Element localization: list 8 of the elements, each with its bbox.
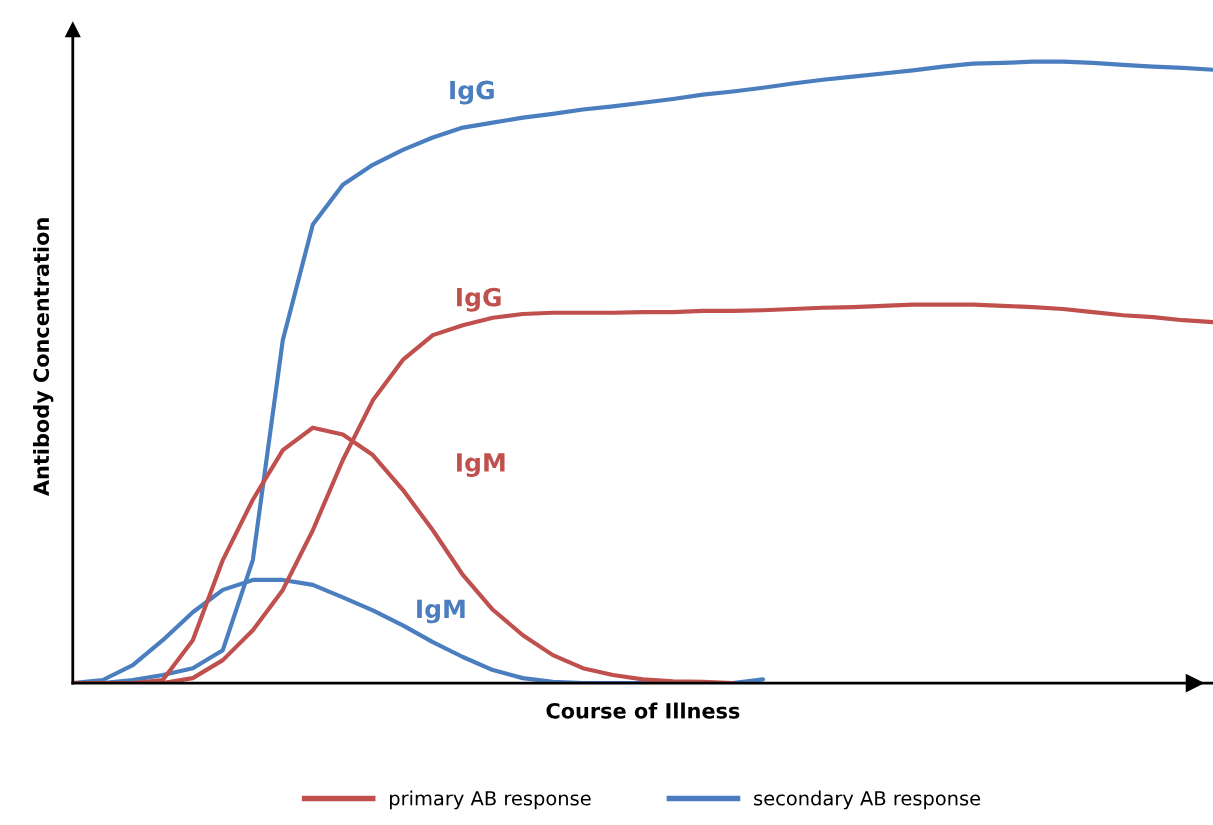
y-axis-title: Antibody Concentration (33, 218, 54, 496)
annotation: IgG (457, 287, 501, 312)
annotation: IgM (457, 453, 505, 477)
legend-label: secondary AB response (754, 790, 981, 810)
x-axis-title: Course of Illness (546, 702, 740, 719)
annotation: IgM (417, 599, 465, 624)
legend-label: primary AB response (390, 790, 591, 810)
annotation: IgG (450, 80, 494, 105)
